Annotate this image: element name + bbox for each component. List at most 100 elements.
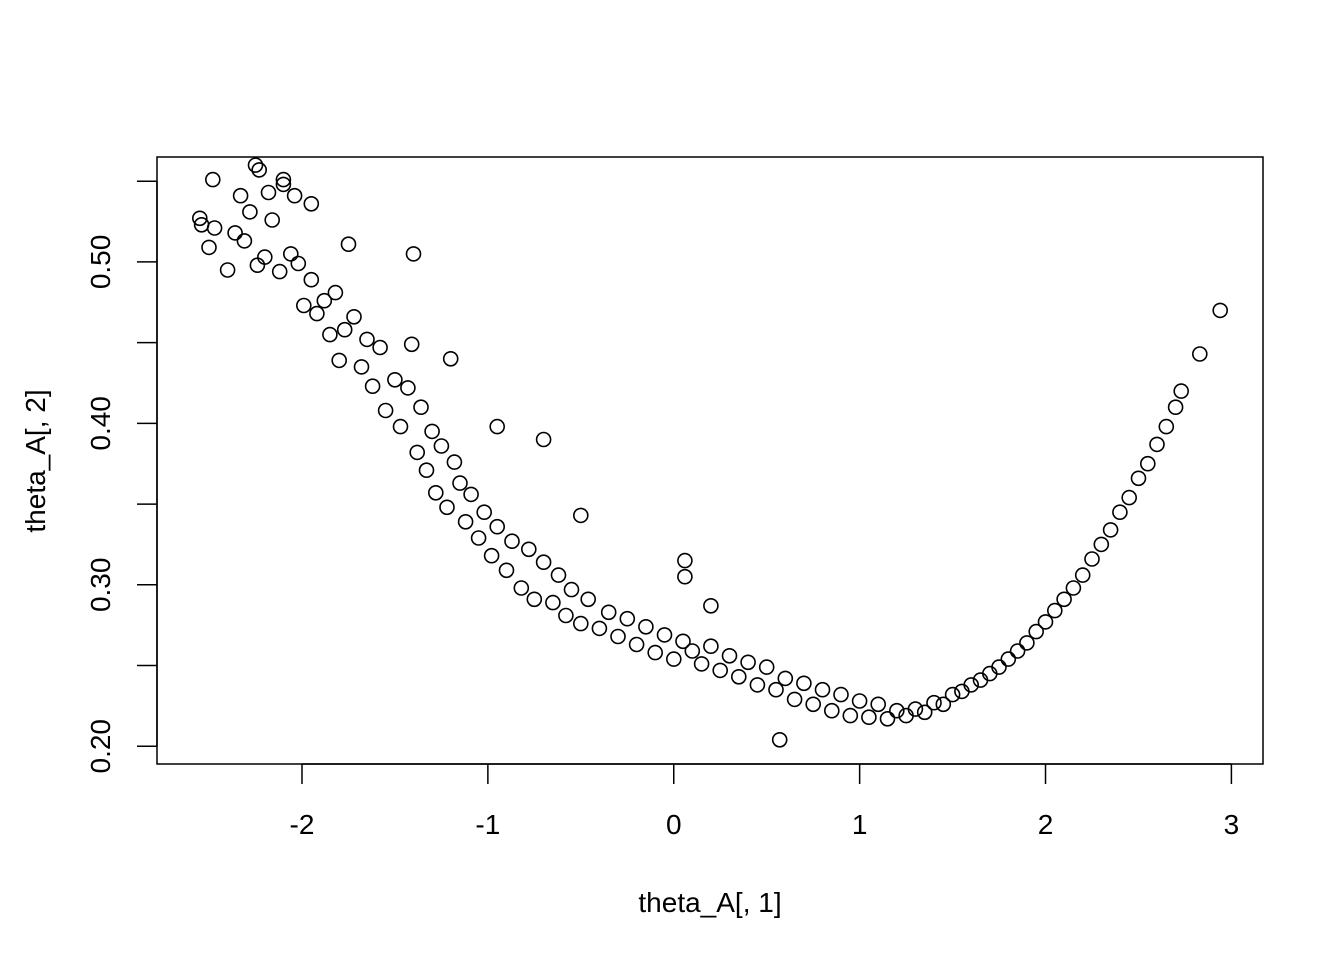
data-point [684,643,701,659]
data-point [1149,436,1165,453]
data-point [439,499,455,516]
data-point [290,255,307,272]
y-tick-label: 0.30 [85,558,116,613]
data-point [638,618,654,635]
data-point [427,484,444,501]
data-point [1121,489,1137,506]
x-tick-label: 2 [1038,809,1054,840]
data-point [413,399,429,416]
data-point [1065,580,1082,596]
data-point [777,670,794,687]
data-point [1056,591,1072,608]
data-point [1019,635,1035,651]
data-point [303,271,320,288]
data-point [387,371,403,388]
data-point [476,504,493,521]
data-point [418,462,435,479]
data-point [1112,504,1128,521]
data-point [1028,623,1044,640]
data-point [247,157,264,173]
data-point [275,176,292,193]
data-point [353,359,370,375]
data-point [260,184,277,201]
data-point [1212,302,1228,319]
data-point [703,597,719,614]
data-point [703,638,719,655]
data-point [1130,470,1147,487]
data-point [504,533,520,550]
y-tick-label: 0.40 [85,396,116,451]
data-point [403,336,420,353]
y-tick-label: 0.50 [85,235,116,290]
data-point [730,668,747,685]
data-point [242,204,258,220]
data-point [749,677,766,693]
data-point [851,693,868,709]
data-point [286,187,303,204]
data-point [346,308,362,325]
data-point [591,620,608,637]
data-point [600,604,617,621]
data-point [535,431,552,448]
data-point [768,681,784,698]
data-point [870,696,887,713]
data-point [336,321,353,338]
data-point [944,686,961,703]
x-tick-label: -2 [290,809,315,840]
data-point [392,418,409,435]
data-point [535,554,552,571]
x-tick-label: 1 [852,809,868,840]
data-point [619,610,636,627]
data-point [498,562,515,579]
data-point [677,568,693,585]
data-point [309,305,325,322]
x-axis: -2 -1 0 1 2 3 [290,763,1239,840]
data-point [665,651,682,667]
data-point [796,675,812,692]
data-point [647,644,664,661]
x-tick-label: -1 [475,809,500,840]
data-point [520,541,537,558]
data-point [1140,455,1156,472]
data-point [907,701,924,717]
data-point [1093,536,1110,553]
data-point [227,225,243,241]
data-point [833,686,849,703]
data-point [558,607,574,624]
data-point [409,444,426,461]
data-point [264,212,281,228]
data-point [786,691,803,708]
data-point [805,696,822,713]
data-point [205,171,221,188]
data-point [1037,614,1054,630]
data-point [963,677,980,693]
data-point [405,246,422,262]
data-point [823,702,840,719]
data-point [236,233,253,249]
x-tick-label: 0 [666,809,682,840]
data-point [1084,551,1100,567]
data-points [192,157,1228,748]
data-point [935,696,952,713]
data-point [295,297,312,314]
data-point [926,694,942,711]
y-tick-label: 0.20 [85,719,116,774]
data-point [1192,346,1208,362]
data-point [1000,651,1017,667]
y-axis-label: theta_A[, 2] [20,389,51,532]
data-point [771,731,788,748]
data-point [1047,602,1063,619]
data-point [331,352,348,369]
data-point [545,594,561,611]
data-point [580,591,597,608]
data-point [463,486,479,503]
data-point [316,292,333,309]
data-point [814,681,831,698]
data-point [1102,522,1119,538]
data-point [340,236,357,252]
data-point [563,581,580,598]
data-point [446,454,463,470]
data-point [400,380,416,396]
data-point [489,418,506,435]
